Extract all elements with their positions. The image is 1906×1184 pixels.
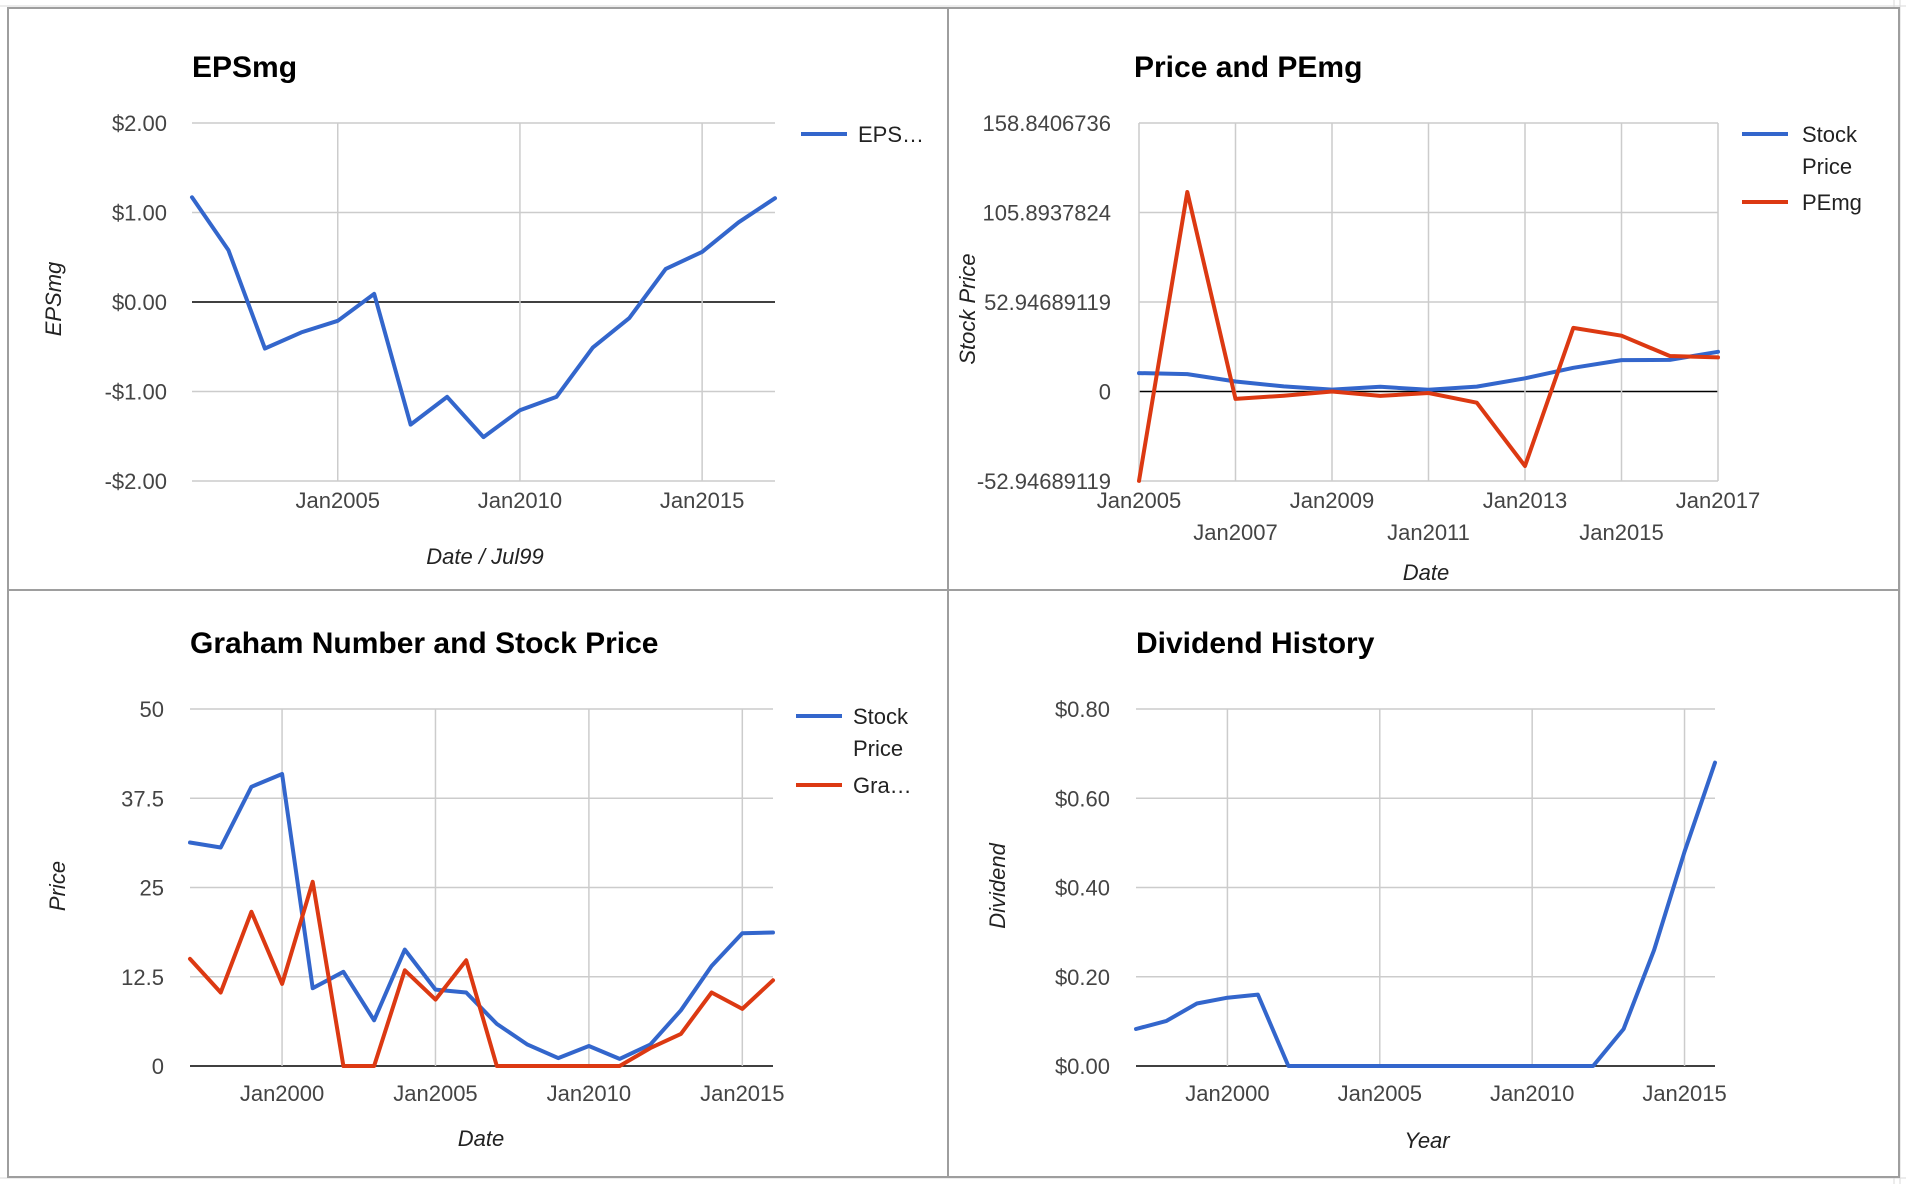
gridlines [1138,122,1719,482]
epsmg-chart: EPSmg $2.00 $1.00 $0.00 -$1.00 -$2.00 Jan200… [41,51,924,569]
x-tick-label: Jan2000 [240,1081,324,1106]
x-tick-label: Jan2011 [1387,520,1470,545]
y-axis-title: Dividend [985,842,1010,928]
x-tick-label: Jan2015 [1579,520,1663,545]
legend-label-pemg: PEmg [1802,190,1862,215]
y-tick-label: 50 [140,697,164,722]
y-axis-title: Stock Price [955,253,980,364]
y-tick-labels: 158.8406736 105.8937824 52.94689119 0 -52.94… [977,111,1111,494]
series-lines [190,195,777,440]
x-tick-label: Jan2010 [1490,1081,1574,1106]
y-tick-labels: $0.80 $0.60 $0.40 $0.20 $0.00 [1055,697,1110,1079]
price-pemg-chart: Price and PEmg 158.8406736 105.8937824 52.… [955,51,1862,585]
x-axis-title: Date [1403,560,1449,585]
y-tick-labels: 50 37.5 25 12.5 0 [121,697,164,1079]
y-tick-label: 25 [140,876,164,901]
y-tick-label: $0.00 [112,290,167,315]
chart-title: Price and PEmg [1134,51,1362,84]
x-axis-title: Date [458,1126,504,1151]
graham-number-chart: Graham Number and Stock Price 50 37.5 25 12… [45,627,912,1151]
y-tick-label: $2.00 [112,111,167,136]
series-line-blue [190,195,777,440]
legend: Stock Price Gra… [796,704,912,798]
y-tick-label: $1.00 [112,201,167,226]
y-tick-label: 37.5 [121,786,164,811]
x-tick-labels: Jan2000 Jan2005 Jan2010 Jan2015 [240,1081,785,1106]
x-tick-label: Jan2015 [1642,1081,1726,1106]
y-tick-label: 12.5 [121,965,164,990]
x-tick-label: Jan2017 [1676,488,1760,513]
x-tick-label: Jan2007 [1193,520,1277,545]
dividend-history-chart: Dividend History $0.80$0.60$0.40$0.20$0.… [985,627,1727,1153]
x-tick-label: Jan2005 [1338,1081,1422,1106]
x-tick-labels: Jan2005 Jan2007 Jan2009 Jan2011 Jan2013 Jan20… [1097,488,1760,545]
y-tick-label: $0.00 [1055,1054,1110,1079]
y-tick-label: -52.94689119 [977,469,1111,494]
chart-panel-graham-number[interactable]: Graham Number and Stock Price 50 37.5 25 12… [7,589,950,1178]
chart-title: EPSmg [192,51,297,84]
legend-label-stock: Stock [853,704,909,729]
y-tick-label: -$2.00 [105,469,167,494]
y-tick-label: $0.80 [1055,697,1110,722]
y-tick-label: 0 [1099,380,1111,405]
y-tick-labels: $2.00 $1.00 $0.00 -$1.00 -$2.00 [105,111,167,494]
legend: EPS… [801,122,924,147]
y-axis-title: Price [45,861,70,911]
x-tick-label: Jan2015 [700,1081,784,1106]
x-tick-label: Jan2005 [1097,488,1181,513]
gridlines [192,122,775,482]
y-tick-label: $0.60 [1055,786,1110,811]
legend-label-graham: Gra… [853,773,912,798]
x-tick-labels: Jan2005 Jan2010 Jan2015 [296,488,745,513]
gridlines [1136,708,1715,1067]
x-tick-label: Jan2000 [1185,1081,1269,1106]
x-tick-label: Jan2010 [478,488,562,513]
legend-label-stock: Stock [1802,122,1858,147]
series-line-blue [1137,349,1720,392]
x-axis-title: Date / Jul99 [426,544,543,569]
x-tick-labels: Jan2000 Jan2005 Jan2010 Jan2015 [1185,1081,1727,1106]
legend: Stock Price PEmg [1742,122,1862,215]
y-tick-label: 158.8406736 [983,111,1111,136]
y-tick-label: $0.20 [1055,965,1110,990]
y-tick-label: $0.40 [1055,876,1110,901]
y-tick-label: -$1.00 [105,380,167,405]
x-tick-label: Jan2013 [1483,488,1567,513]
y-axis-title: EPSmg [41,261,66,336]
x-tick-label: Jan2010 [547,1081,631,1106]
chart-panel-dividend-history[interactable]: Dividend History $0.80 $0.60 $0.40 $0.20 $0.… [947,589,1900,1178]
y-tick-label: 0 [152,1054,164,1079]
series-lines [188,772,775,1068]
chart-panel-epsmg[interactable]: EPSmg $2.00 $1.00 $0.00 -$1.00 -$2.00 Jan200… [7,7,950,591]
legend-label-eps: EPS… [858,122,924,147]
series-lines [1134,760,1717,1068]
x-axis-title: Year [1404,1128,1451,1153]
chart-panel-price-pemg[interactable]: Price and PEmg 158.8406736 105.8937824 52.… [947,7,1900,591]
series-lines [1137,190,1720,483]
x-tick-label: Jan2009 [1290,488,1374,513]
legend-label-price: Price [853,736,903,761]
legend-label-price: Price [1802,154,1852,179]
series-line-red [188,879,775,1068]
chart-title: Dividend History [1136,627,1375,660]
y-tick-label: 52.94689119 [984,290,1111,315]
chart-title: Graham Number and Stock Price [190,627,659,660]
series-line-blue [1134,760,1717,1068]
series-line-red [1137,190,1720,483]
y-tick-label: 105.8937824 [983,201,1111,226]
x-tick-label: Jan2015 [660,488,744,513]
x-tick-label: Jan2005 [296,488,380,513]
x-tick-label: Jan2005 [393,1081,477,1106]
